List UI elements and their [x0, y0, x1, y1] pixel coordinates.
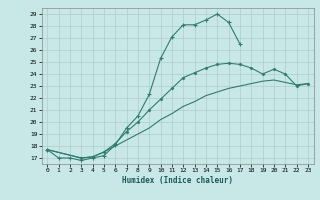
X-axis label: Humidex (Indice chaleur): Humidex (Indice chaleur) — [122, 176, 233, 185]
